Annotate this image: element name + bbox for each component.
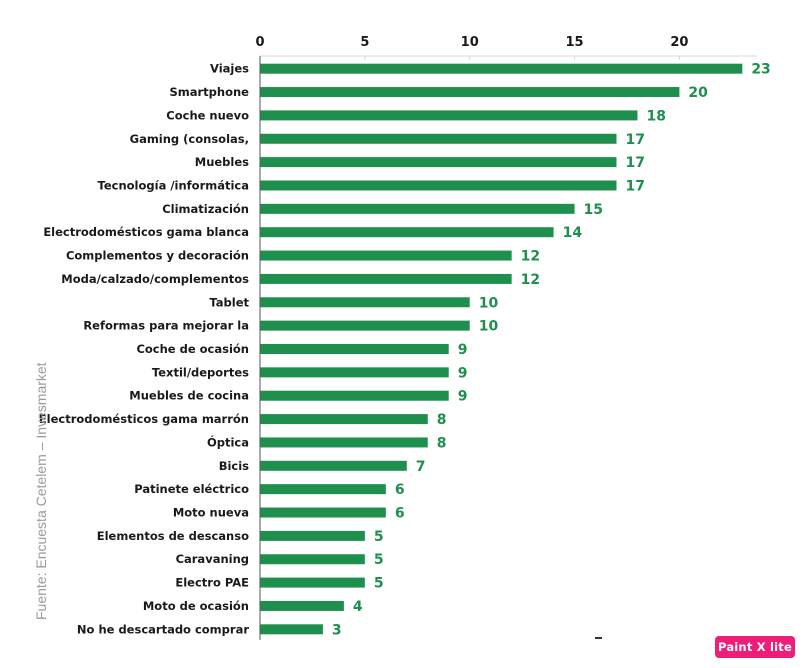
value-label: 3 [332,622,342,638]
category-label: Climatización [162,202,249,216]
category-label: Óptica [207,434,249,449]
x-tick-labels: 0 5 10 15 20 [255,35,688,50]
value-label: 8 [437,435,447,451]
bar [260,367,449,378]
category-labels: Viajes Smartphone Coche nuevo Gaming (conso… [39,62,250,637]
category-label: Viajes [210,62,249,76]
category-label: Bicis [219,459,249,473]
bar [260,507,386,518]
value-label: 10 [479,319,499,335]
bar [260,624,323,635]
value-label: 12 [521,249,540,265]
category-label: Moto nueva [173,506,249,520]
value-label: 17 [625,178,644,194]
bar [260,133,617,144]
category-label: Moto de ocasión [143,599,249,613]
gridlines [260,55,757,60]
bar [260,63,743,74]
bar [260,273,512,284]
bar [260,460,407,471]
bar [260,180,617,191]
value-label: 17 [625,155,644,171]
paint-x-lite-badge: Paint X lite [715,636,795,658]
value-label: 10 [479,295,499,311]
category-label: Complementos y decoración [66,249,249,263]
source-caption: Fuente: Encuesta Cetelem – Invesmarket [33,362,49,620]
bar [260,203,575,214]
category-label: Textil/deportes [152,365,249,379]
bar [260,437,428,448]
value-label: 6 [395,506,405,522]
category-label: Electrodomésticos gama blanca [43,225,249,239]
category-label: Muebles [195,155,249,169]
value-label: 5 [374,552,384,568]
x-tick-label: 0 [255,35,264,50]
category-label: Moda/calzado/complementos [61,272,249,286]
value-label: 23 [751,62,770,78]
bar [260,390,449,401]
value-label: 20 [688,85,708,101]
category-label: Tablet [209,295,249,309]
category-label: Electro PAE [175,576,249,590]
category-label: Gaming (consolas, [130,132,249,146]
value-label: 17 [625,132,644,148]
value-label: 6 [395,482,405,498]
value-label: 5 [374,576,384,592]
bar [260,344,449,354]
bar [260,250,512,261]
value-label: 9 [458,342,468,358]
bar [260,320,470,331]
bars [260,63,743,635]
category-label: Caravaning [176,552,249,566]
value-label: 9 [458,365,468,381]
value-label: 15 [584,202,603,218]
value-label: 18 [646,108,665,124]
category-label: Coche de ocasión [136,342,249,356]
value-label: 12 [521,272,540,288]
category-label: No he descartado comprar [77,622,249,636]
value-label: 4 [353,599,363,615]
bar [260,600,344,611]
bar [260,227,554,238]
bar [260,157,617,168]
value-label: 8 [437,412,447,428]
x-tick-label: 5 [360,35,369,50]
x-tick-label: 10 [461,35,479,50]
value-label: 5 [374,529,384,545]
bar [260,414,428,425]
bar [260,530,365,541]
bar [260,554,365,565]
category-label: Reformas para mejorar la [83,319,249,333]
bar [260,484,386,495]
category-label: Coche nuevo [166,108,249,122]
category-label: Tecnología /informática [98,178,249,192]
category-label: Electrodomésticos gama marrón [39,412,249,426]
value-label: 14 [563,225,583,241]
bar [260,110,638,121]
category-label: Elementos de descanso [97,529,249,543]
bar [260,577,365,588]
bar [260,87,680,98]
stray-dash [595,637,602,639]
bar [260,297,470,308]
category-label: Smartphone [169,85,249,99]
value-label: 9 [458,389,468,405]
category-label: Patinete eléctrico [134,482,249,496]
value-label: 7 [416,459,426,475]
x-tick-label: 20 [670,35,688,50]
x-tick-label: 15 [566,35,584,50]
category-label: Muebles de cocina [129,389,249,403]
